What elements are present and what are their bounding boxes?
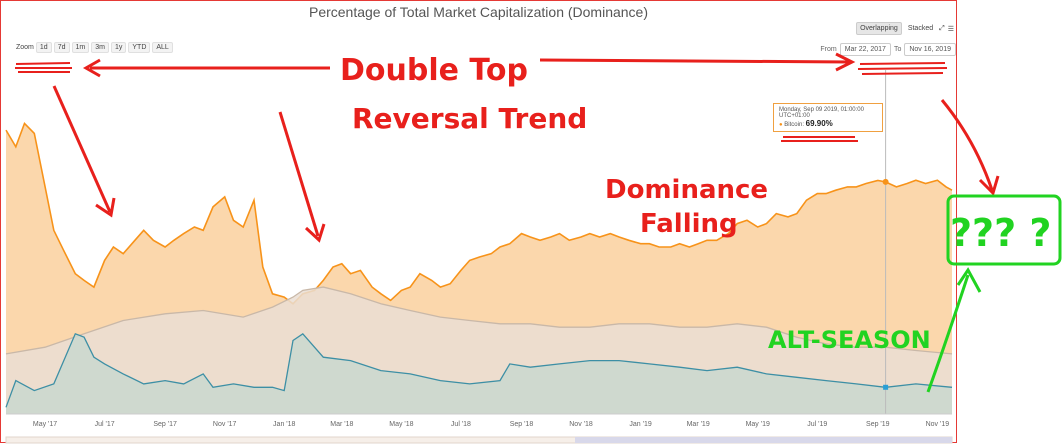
annotation-arrow-down-1 (52, 85, 112, 213)
annotation-dominance-line1: Dominance (605, 175, 768, 205)
annotation-arrow-down-3 (940, 99, 994, 191)
annotation-arrowhead-right (835, 52, 856, 72)
x-tick-label: Sep '19 (866, 421, 890, 428)
date-range: From Mar 22, 2017 To Nov 16, 2019 (820, 43, 956, 56)
x-tick-label: Mar '18 (330, 421, 353, 428)
zoom-1m-button[interactable]: 1m (71, 42, 90, 53)
tooltip-date: Monday, Sep 09 2019, 01:00:00 UTC+01:00 (779, 107, 864, 119)
x-tick-label: Mar '19 (687, 421, 710, 428)
annotation-arrow-right (539, 58, 851, 64)
x-tick-label: May '18 (389, 421, 413, 428)
annotation-green-arrow (926, 274, 970, 393)
annotation-arrowhead-down-3 (978, 175, 1000, 196)
to-date-input[interactable]: Nov 16, 2019 (904, 43, 956, 56)
tooltip-series: Bitcoin (784, 122, 803, 128)
annotation-underline-right (857, 62, 948, 75)
stacked-button[interactable]: Stacked (907, 25, 934, 32)
x-axis: May '17 Jul '17 Sep '17 Nov '17 Jan '18 Mar '… (5, 413, 953, 444)
x-tick-label: Jul '17 (95, 421, 115, 428)
to-label: To (893, 46, 902, 53)
annotation-underline-left (15, 62, 72, 73)
x-tick-label: Sep '17 (153, 421, 177, 428)
annotation-question-marks: ??? ? (950, 211, 1051, 255)
zoom-1y-button[interactable]: 1y (110, 42, 127, 53)
tooltip-row: ● Bitcoin: 69.90% (779, 119, 833, 128)
x-tick-label: Jan '18 (273, 421, 295, 428)
annotation-layer (15, 52, 1062, 393)
annotation-alt-season: ALT-SEASON (768, 326, 931, 354)
x-tick-label: Nov '18 (569, 421, 593, 428)
navigator-selection[interactable] (575, 437, 952, 443)
x-tick-label: Jul '18 (451, 421, 471, 428)
annotation-green-arrowhead (956, 267, 982, 293)
x-tick-label: Jul '19 (807, 421, 827, 428)
from-label: From (820, 46, 837, 53)
annotation-double-top: Double Top (340, 53, 528, 88)
zoom-1d-button[interactable]: 1d (35, 42, 52, 53)
plot-area (5, 60, 953, 415)
hover-marker-series-3 (883, 384, 889, 390)
tooltip-dot-icon: ● (779, 122, 783, 128)
annotation-arrowhead-left (82, 58, 101, 78)
chart-title: Percentage of Total Market Capitalizatio… (308, 4, 649, 20)
annotation-text-layer: Double Top Reversal Trend Dominance Fall… (340, 53, 1051, 354)
hover-marker-bitcoin (882, 178, 889, 185)
annotation-arrowhead-down-1 (95, 197, 116, 218)
series-line-2[interactable] (5, 332, 953, 408)
annotation-arrow-down-2 (278, 111, 320, 237)
series-line-1[interactable] (5, 286, 953, 355)
overlapping-button[interactable]: Overlapping (856, 22, 902, 35)
zoom-label: Zoom (16, 44, 34, 51)
series-area-2 (6, 333, 952, 414)
tooltip-value: 69.90% (805, 119, 833, 128)
from-date-input[interactable]: Mar 22, 2017 (839, 43, 891, 56)
annotation-arrowhead-down-2 (304, 223, 326, 243)
question-box (946, 194, 1062, 266)
zoom-controls: Zoom 1d 7d 1m 3m 1y YTD ALL (16, 42, 173, 53)
mode-toggle: Overlapping Stacked ⤢ ☰ (856, 22, 954, 35)
x-tick-label: Nov '19 (926, 421, 950, 428)
chart-tooltip: Monday, Sep 09 2019, 01:00:00 UTC+01:00 … (773, 103, 883, 132)
annotation-dominance-line2: Falling (640, 209, 738, 239)
zoom-7d-button[interactable]: 7d (53, 42, 70, 53)
zoom-3m-button[interactable]: 3m (91, 42, 109, 53)
x-tick-label: Nov '17 (213, 421, 237, 428)
fullscreen-icon[interactable]: ⤢ (939, 24, 945, 32)
x-tick-label: Sep '18 (510, 421, 534, 428)
annotation-tooltip-underline (781, 136, 858, 142)
x-tick-label: Jan '19 (629, 421, 651, 428)
zoom-all-button[interactable]: ALL (152, 42, 173, 53)
zoom-ytd-button[interactable]: YTD (128, 42, 151, 53)
x-tick-label: May '19 (746, 421, 770, 428)
annotation-dominance-falling: Dominance Falling (605, 175, 777, 239)
x-tick-label: May '17 (33, 421, 57, 428)
annotation-reversal-trend: Reversal Trend (352, 102, 587, 135)
series-line-0[interactable] (5, 121, 953, 305)
menu-icon[interactable]: ☰ (947, 25, 954, 33)
